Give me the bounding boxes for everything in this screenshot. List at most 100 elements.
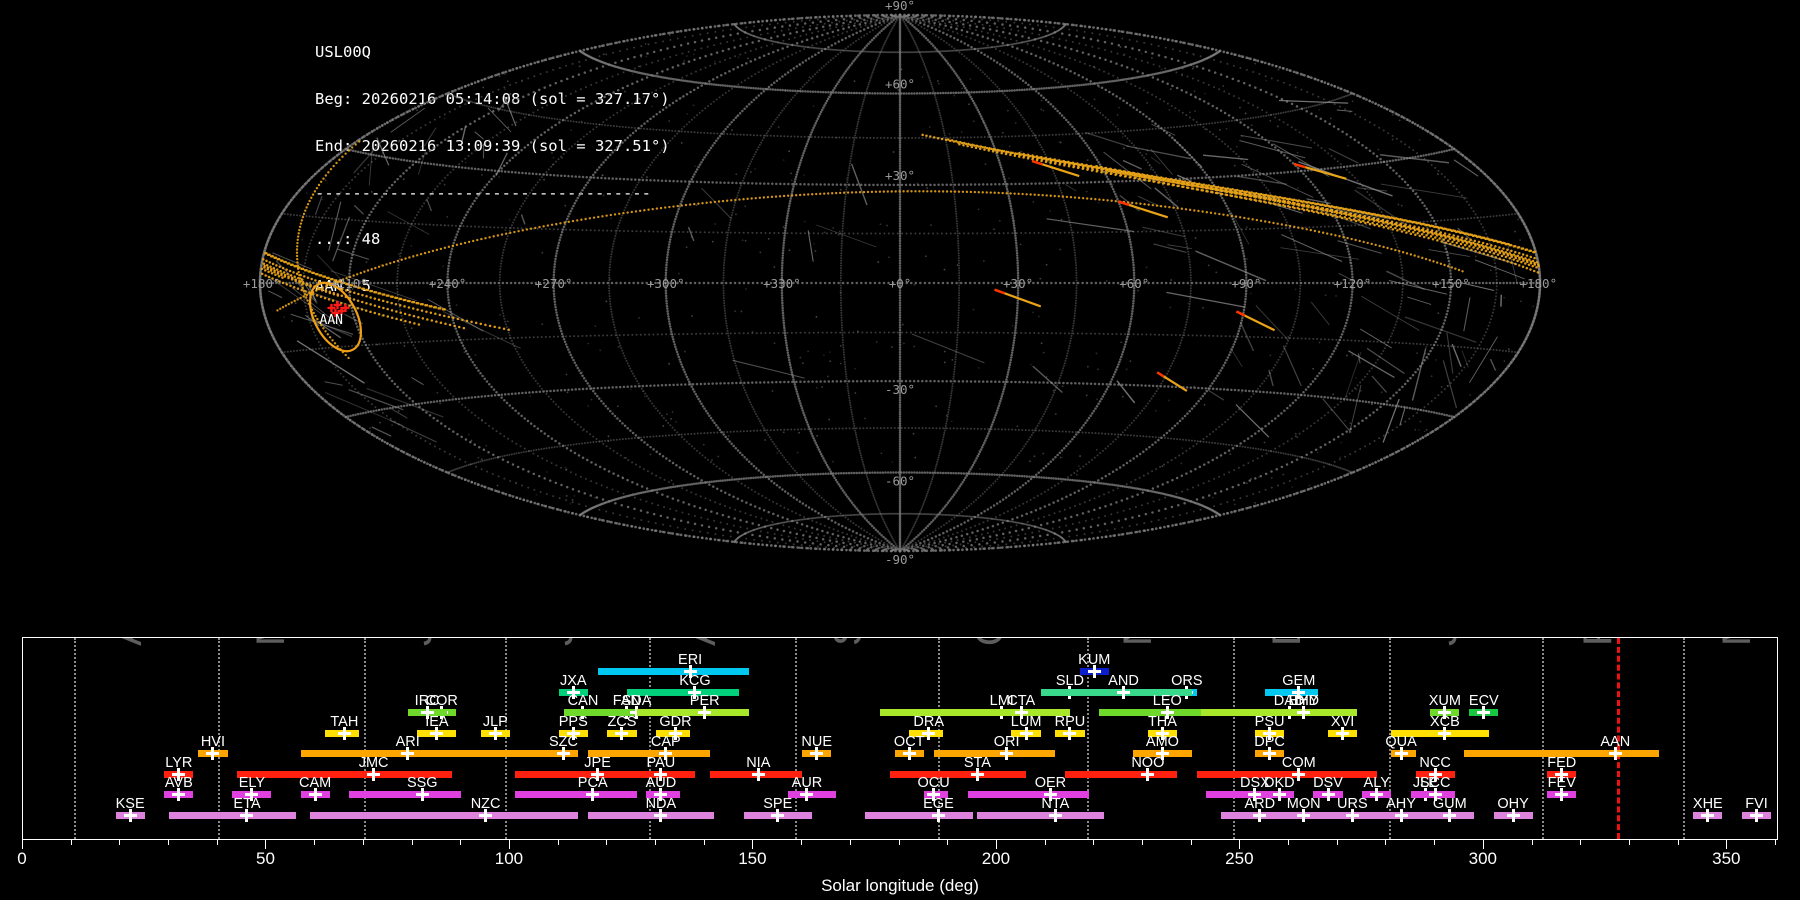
shower-activity-bar[interactable] [1464, 750, 1660, 757]
shower-activity-bar[interactable] [1741, 811, 1772, 819]
month-label: DEC [1265, 638, 1310, 646]
shower-activity-bar[interactable] [1264, 688, 1319, 696]
shower-activity-bar[interactable] [977, 811, 1104, 819]
axis-tick-label: 0 [17, 849, 27, 868]
shower-activity-bar[interactable] [607, 729, 637, 737]
shower-activity-bar[interactable] [1201, 709, 1358, 716]
shower-activity-bar[interactable] [324, 729, 359, 737]
shower-activity-bar[interactable] [1547, 791, 1577, 798]
shower-activity-bar[interactable] [1493, 811, 1533, 819]
shower-activity-bar[interactable] [933, 750, 1056, 757]
axis-minor-tick [849, 840, 851, 845]
shower-activity-bar[interactable] [587, 811, 715, 819]
shower-activity-bar[interactable] [1328, 811, 1372, 819]
shower-code-label: OCU [917, 775, 950, 791]
shower-activity-bar[interactable] [417, 729, 457, 737]
shower-code-label: ARD [1244, 795, 1276, 812]
shower-code-label: XUM [1428, 693, 1461, 709]
shower-activity-bar[interactable] [709, 770, 803, 778]
shower-code-label: DKD [1264, 775, 1295, 791]
month-label: AUG [680, 638, 725, 646]
timeline-inner: APR MAY JUN JUL AUG SEP OCT NOV DEC JAN FEB MAR ERI K… [23, 638, 1777, 839]
axis-minor-tick [655, 840, 657, 845]
shower-activity-bar[interactable] [587, 750, 710, 757]
shower-activity-bar[interactable] [1206, 791, 1275, 798]
grid-labels: +180° +150° +120° +90° +60° +30° +0° +330° +300°… [243, 0, 1557, 567]
shower-code-label: KSE [115, 795, 145, 812]
longitude-tick-label: +180° [243, 276, 281, 291]
shower-activity-bar[interactable] [1420, 811, 1475, 819]
axis-minor-tick [411, 840, 413, 845]
shower-activity-bar[interactable] [865, 811, 973, 819]
shower-activity-bar[interactable] [310, 811, 579, 819]
shower-activity-bar[interactable] [1220, 811, 1280, 819]
axis-minor-tick [1288, 840, 1290, 845]
shower-activity-bar[interactable] [1079, 668, 1109, 675]
axis-major-tick [508, 840, 510, 849]
shower-activity-bar[interactable] [787, 791, 837, 798]
axis-minor-tick [1141, 840, 1143, 845]
longitude-tick-label: +210° [330, 276, 368, 291]
shower-activity-bar[interactable] [198, 750, 228, 757]
shower-activity-bar[interactable] [300, 791, 330, 798]
shower-activity-bar[interactable] [480, 729, 510, 737]
radiant-marker[interactable]: AAN [300, 274, 372, 359]
shower-code-label: XHE [1692, 795, 1723, 812]
shower-activity-bar[interactable] [894, 750, 924, 757]
axis-tick-label: 100 [494, 849, 524, 868]
axis-minor-tick [1775, 840, 1776, 845]
shower-code-label: FVI [1745, 795, 1768, 812]
shower-activity-bar[interactable] [349, 791, 462, 798]
shower-activity-bar[interactable] [889, 770, 1027, 778]
shower-activity-bar[interactable] [1391, 750, 1416, 757]
sky-map-panel[interactable]: AAN +180° +150° +120° +90° +60° +30° +0° +330° +… [0, 0, 1800, 630]
shower-activity-bar[interactable] [1279, 811, 1328, 819]
shower-activity-bar[interactable] [237, 770, 452, 778]
shower-activity-bar[interactable] [169, 811, 296, 819]
shower-activity-bar[interactable] [967, 791, 1090, 798]
shower-activity-bar[interactable] [802, 750, 832, 757]
shower-activity-bar[interactable] [1469, 709, 1499, 716]
longitude-tick-label: +300° [647, 276, 685, 291]
shower-activity-bar[interactable] [1055, 729, 1085, 737]
shower-activity-bar[interactable] [514, 791, 637, 798]
shower-activity-bar[interactable] [1196, 770, 1377, 778]
shower-code-label: SLD [1055, 672, 1085, 689]
shower-code-label: DSX [1240, 775, 1270, 791]
month-label: SEP [826, 638, 871, 646]
shower-activity-bar[interactable] [164, 791, 194, 798]
shower-activity-bar[interactable] [1693, 811, 1723, 819]
shower-code-label: OCT [893, 734, 925, 750]
month-separator [363, 638, 366, 839]
activity-timeline-panel[interactable]: APR MAY JUN JUL AUG SEP OCT NOV DEC JAN FEB MAR ERI K… [22, 637, 1778, 840]
shower-activity-bar[interactable] [300, 750, 564, 757]
shower-activity-bar[interactable] [115, 811, 145, 819]
month-label: JUL [537, 638, 582, 646]
shower-activity-bar[interactable] [880, 709, 1070, 716]
shower-activity-bar[interactable] [1328, 729, 1358, 737]
shower-activity-bar[interactable] [1040, 688, 1192, 696]
shower-code-label: THA [1147, 713, 1177, 730]
shower-activity-bar[interactable] [548, 750, 579, 757]
latitude-tick-label: +60° [885, 77, 915, 92]
shower-code-label: EHY [1288, 693, 1319, 709]
shower-activity-bar[interactable] [1254, 750, 1285, 757]
shower-activity-bar[interactable] [743, 811, 812, 819]
shower-activity-bar[interactable] [636, 709, 749, 716]
shower-code-label: CTA [1007, 693, 1036, 709]
shower-activity-bar[interactable] [626, 688, 739, 696]
shower-activity-bar[interactable] [514, 770, 647, 778]
shower-code-label: NDA [645, 795, 677, 812]
shower-code-label: NOO [1131, 754, 1165, 771]
axis-minor-tick [70, 840, 72, 845]
shower-code-label: GUM [1432, 795, 1467, 812]
shower-activity-bar[interactable] [1065, 770, 1178, 778]
shower-code-label: DAD [1273, 693, 1305, 709]
shower-activity-bar[interactable] [563, 709, 686, 716]
shower-activity-bar[interactable] [1371, 811, 1426, 819]
latitude-tick-label: -90° [885, 552, 915, 567]
shower-code-label: LYR [165, 754, 193, 771]
shower-activity-bar[interactable] [597, 668, 749, 675]
shower-activity-bar[interactable] [1099, 709, 1207, 716]
shower-code-label: OER [1034, 775, 1067, 791]
